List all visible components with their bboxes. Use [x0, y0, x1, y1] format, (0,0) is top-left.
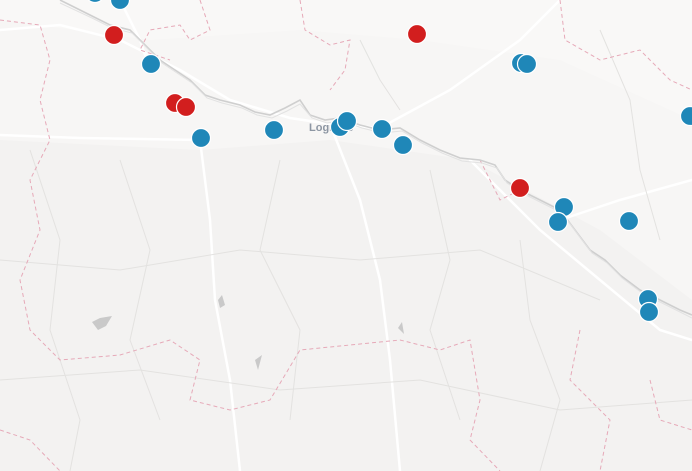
marker-blue[interactable]: [140, 53, 162, 75]
river: [59, 0, 692, 319]
marker-blue[interactable]: [547, 211, 569, 233]
marker-blue[interactable]: [516, 53, 538, 75]
marker-blue[interactable]: [679, 105, 692, 127]
lakes: [92, 295, 404, 370]
marker-layer: [86, 0, 692, 323]
marker-red[interactable]: [406, 23, 428, 45]
marker-blue[interactable]: [638, 301, 660, 323]
marker-red[interactable]: [175, 96, 197, 118]
marker-red[interactable]: [509, 177, 531, 199]
marker-blue[interactable]: [109, 0, 131, 11]
marker-blue[interactable]: [618, 210, 640, 232]
marker-blue[interactable]: [392, 134, 414, 156]
marker-red[interactable]: [103, 24, 125, 46]
marker-blue[interactable]: [86, 0, 105, 4]
marker-blue[interactable]: [263, 119, 285, 141]
marker-blue[interactable]: [336, 110, 358, 132]
marker-blue[interactable]: [190, 127, 212, 149]
secondary-roads: [0, 29, 692, 471]
marker-blue[interactable]: [371, 118, 393, 140]
